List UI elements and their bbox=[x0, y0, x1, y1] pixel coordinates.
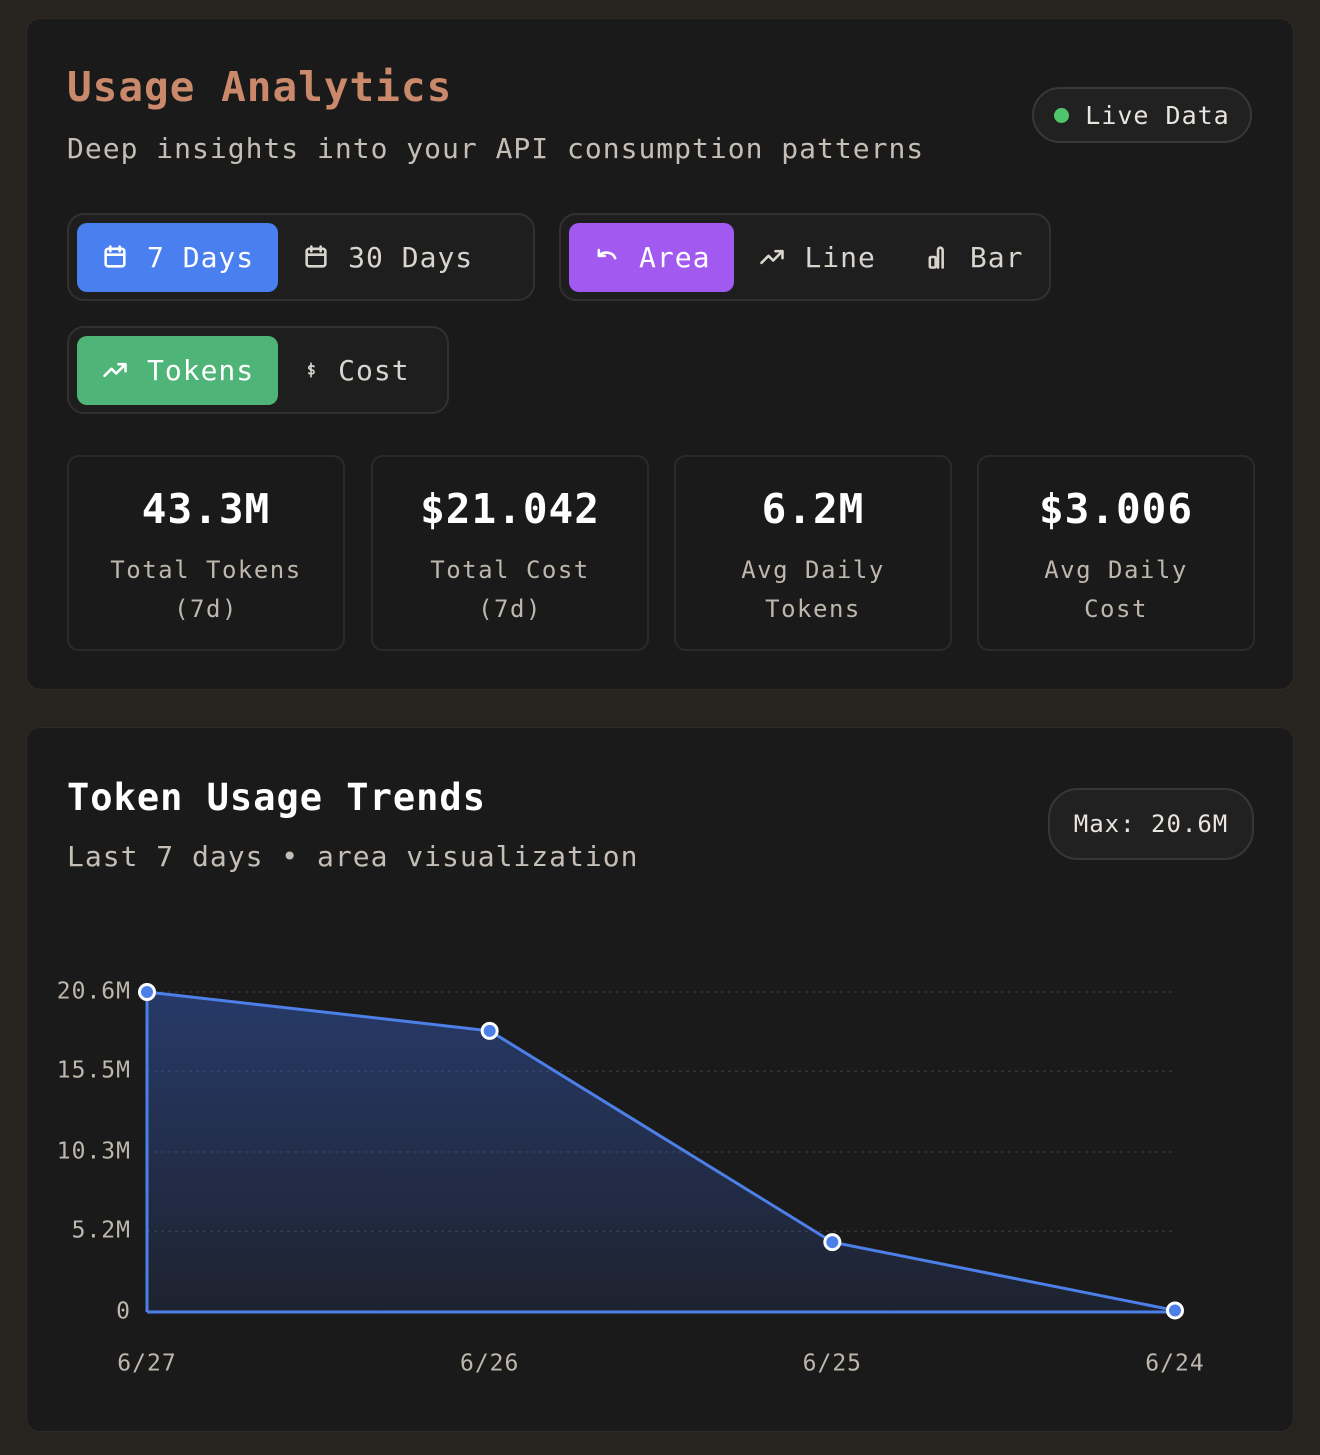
point bbox=[138, 983, 156, 1001]
subtitle: Deep insights into your API consumption … bbox=[67, 132, 925, 165]
bar-icon bbox=[928, 246, 944, 269]
stat-card: $3.006 Avg Daily Cost bbox=[977, 455, 1255, 651]
calendar-icon bbox=[305, 245, 327, 268]
button-label: 30 Days bbox=[348, 240, 474, 274]
chart-panel: 0 5.2M 10.3M 15.5M 20.6M 6/27 6/26 6/25 6/24 Tok… bbox=[26, 727, 1294, 1432]
x-tick-label: 6/25 bbox=[803, 1351, 862, 1377]
x-tick-label: 6/24 bbox=[1145, 1351, 1204, 1377]
metric-button[interactable]: Cost bbox=[278, 336, 433, 405]
stat-value: $21.042 bbox=[420, 485, 600, 533]
button-label: Area bbox=[639, 240, 711, 274]
trend-icon bbox=[103, 362, 127, 378]
stat-value: 6.2M bbox=[761, 485, 865, 533]
button-label: 7 Days bbox=[147, 240, 255, 274]
stat-value: 43.3M bbox=[141, 485, 271, 533]
status-dot bbox=[1054, 107, 1070, 123]
stat-card: 43.3M Total Tokens (7d) bbox=[67, 455, 345, 651]
button-label: Tokens bbox=[147, 353, 255, 387]
baseline bbox=[145, 992, 1175, 1314]
y-tick-label: 5.2M bbox=[72, 1218, 131, 1244]
calendar-icon bbox=[104, 245, 126, 268]
analytics-panel: Usage Analytics Deep insights into your … bbox=[26, 18, 1294, 690]
chart-title: Token Usage Trends bbox=[67, 776, 486, 819]
trend-icon bbox=[760, 249, 785, 265]
y-tick-label: 20.6M bbox=[57, 979, 131, 1005]
stat-card: 6.2M Avg Daily Tokens bbox=[674, 455, 952, 651]
button-label: Line bbox=[804, 240, 876, 274]
range-toggle: 7 Days 30 Days bbox=[67, 213, 535, 301]
x-tick-label: 6/26 bbox=[460, 1351, 519, 1377]
chart-type-toggle: Area Line Bar bbox=[559, 213, 1051, 301]
point bbox=[480, 1021, 499, 1040]
stat-label: Total Tokens (7d) bbox=[110, 556, 302, 623]
range-button[interactable]: 7 Days bbox=[77, 222, 279, 292]
stat-value: $3.006 bbox=[1038, 485, 1194, 533]
y-tick-label: 10.3M bbox=[57, 1139, 131, 1165]
point bbox=[823, 1233, 842, 1252]
area bbox=[147, 992, 1175, 1312]
chart: 0 5.2M 10.3M 15.5M 20.6M 6/27 6/26 6/25 6/24 bbox=[57, 979, 1204, 1377]
x-tick-label: 6/27 bbox=[117, 1351, 176, 1377]
metric-button[interactable]: Tokens bbox=[77, 335, 279, 405]
stat-card: $21.042 Total Cost (7d) bbox=[371, 455, 649, 651]
dollar-icon bbox=[308, 362, 315, 378]
button-label: Bar bbox=[969, 240, 1024, 274]
status-text: Live Data bbox=[1085, 100, 1230, 130]
chart-type-button[interactable]: Bar bbox=[900, 223, 1048, 292]
y-tick-label: 15.5M bbox=[57, 1058, 131, 1084]
button-label: Cost bbox=[338, 353, 410, 387]
range-button[interactable]: 30 Days bbox=[278, 223, 497, 292]
stat-label: Avg Daily Cost bbox=[1044, 556, 1188, 623]
chart-subtitle: Last 7 days • area visualization bbox=[67, 840, 639, 873]
max-badge: Max: 20.6M bbox=[1048, 788, 1254, 860]
undo-icon bbox=[597, 248, 617, 260]
chart-type-button[interactable]: Line bbox=[734, 223, 899, 292]
stat-label: Total Cost (7d) bbox=[430, 556, 590, 623]
status-pill: Live Data bbox=[1032, 87, 1252, 143]
y-tick-label: 0 bbox=[116, 1299, 131, 1325]
line bbox=[146, 990, 1176, 1312]
chart-type-button[interactable]: Area bbox=[569, 222, 735, 292]
metric-toggle: Tokens Cost bbox=[67, 326, 449, 414]
stat-label: Avg Daily Tokens bbox=[741, 556, 885, 623]
point bbox=[1166, 1301, 1184, 1320]
title: Usage Analytics bbox=[67, 63, 453, 111]
